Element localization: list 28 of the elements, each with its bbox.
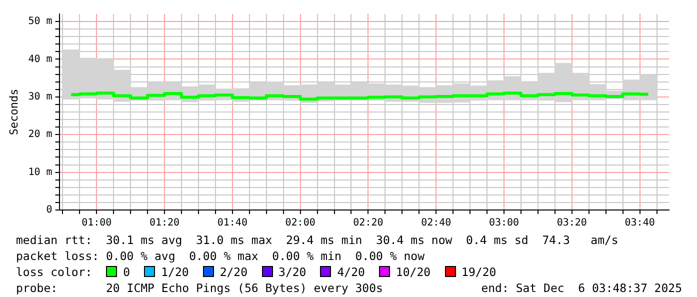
y-tick-label: 0 (46, 204, 52, 216)
x-tick-label: 01:20 (149, 218, 180, 229)
y-tick-label: 20 m (28, 129, 52, 140)
text: 10/20 (396, 265, 431, 279)
y-axis-title: Seconds (7, 88, 20, 136)
text: loss color: (16, 265, 92, 279)
text: packet loss: 0.00 % avg 0.00 % max 0.00 % min 0.00 % now (16, 248, 426, 264)
x-tick-label: 01:40 (217, 218, 248, 229)
x-tick-label: 03:40 (624, 218, 655, 229)
x-tick-label: 02:20 (353, 218, 384, 229)
x-tick-label: 03:00 (488, 218, 520, 229)
x-tick-label: 03:20 (556, 218, 587, 229)
text: 3/20 (278, 265, 306, 279)
text: 1/20 (161, 265, 189, 279)
y-tick-label: 50 m (28, 16, 52, 28)
y-tick-label: 30 m (28, 92, 52, 103)
y-tick-label: 10 m (28, 166, 52, 178)
text: probe: 20 ICMP Echo Pings (56 Bytes) every 300s (16, 281, 383, 295)
x-tick-label: 02:40 (421, 218, 452, 229)
text: 2/20 (220, 265, 248, 279)
text: 4/20 (337, 265, 365, 279)
text: end: Sat Dec 6 03:48:37 2025 (481, 280, 682, 296)
x-tick-label: 02:00 (285, 218, 316, 229)
text: 19/20 (462, 265, 496, 279)
text: 0 (123, 265, 130, 279)
y-tick-label: 40 m (28, 54, 52, 65)
x-tick-label: 01:00 (82, 218, 112, 229)
text: median rtt: 30.1 ms avg 31.0 ms max 29.4 ms min 30.4 ms now 0.4 ms sd 74.3 am/s (16, 232, 620, 248)
